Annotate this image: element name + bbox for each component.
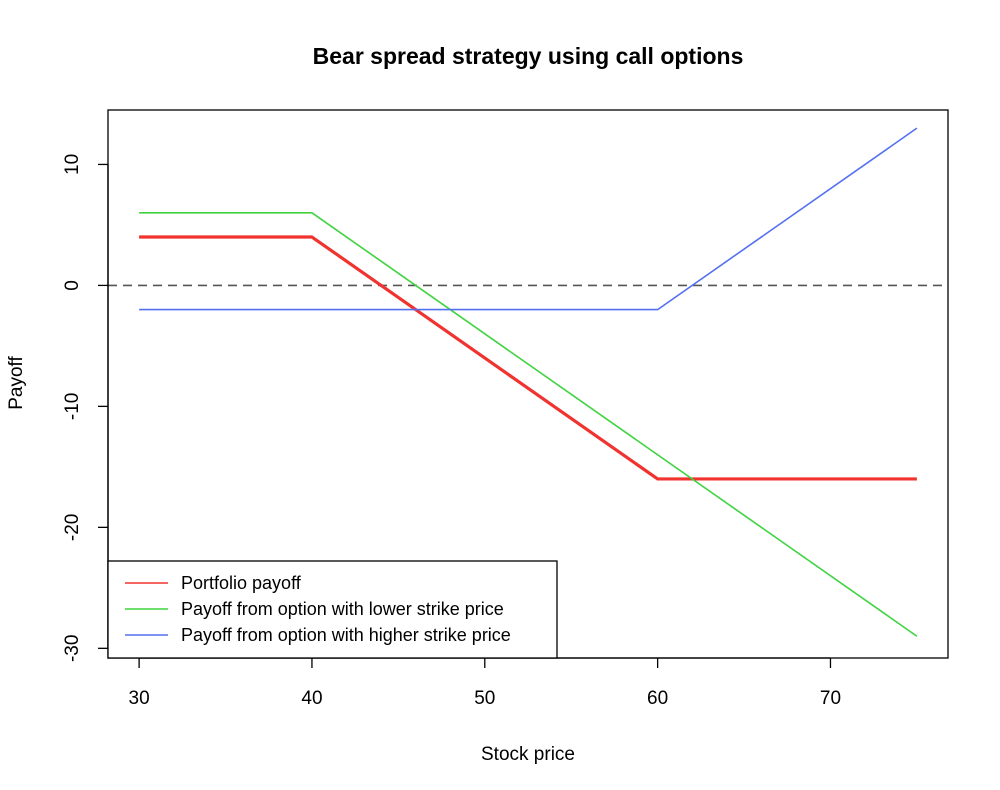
y-tick-label: -30 bbox=[62, 635, 83, 662]
y-axis: -30 -20 -10 0 10 bbox=[62, 154, 109, 662]
x-tick-label: 40 bbox=[301, 688, 322, 709]
y-tick-label: -10 bbox=[62, 393, 83, 420]
legend-label-2: Payoff from option with lower strike pri… bbox=[181, 599, 504, 619]
y-tick-label: -20 bbox=[62, 514, 83, 541]
legend-label-1: Portfolio payoff bbox=[181, 573, 302, 593]
x-tick-label: 30 bbox=[129, 688, 150, 709]
y-tick-label: 10 bbox=[62, 154, 83, 175]
legend-box bbox=[107, 560, 558, 659]
x-tick-label: 50 bbox=[474, 688, 495, 709]
series-line-3 bbox=[139, 127, 918, 311]
legend-label-3: Payoff from option with higher strike pr… bbox=[181, 625, 511, 645]
x-axis-label: Stock price bbox=[481, 744, 575, 765]
chart-title: Bear spread strategy using call options bbox=[313, 43, 744, 69]
x-axis: 30 40 50 60 70 bbox=[129, 657, 841, 709]
series-line-1 bbox=[139, 235, 917, 481]
plot-area bbox=[108, 127, 948, 637]
x-tick-label: 70 bbox=[820, 688, 841, 709]
legend: Portfolio payoff Payoff from option with … bbox=[107, 560, 558, 659]
x-tick-label: 60 bbox=[647, 688, 668, 709]
y-axis-label: Payoff bbox=[6, 356, 27, 410]
y-tick-label: 0 bbox=[62, 280, 83, 291]
series-line-2 bbox=[139, 212, 918, 637]
